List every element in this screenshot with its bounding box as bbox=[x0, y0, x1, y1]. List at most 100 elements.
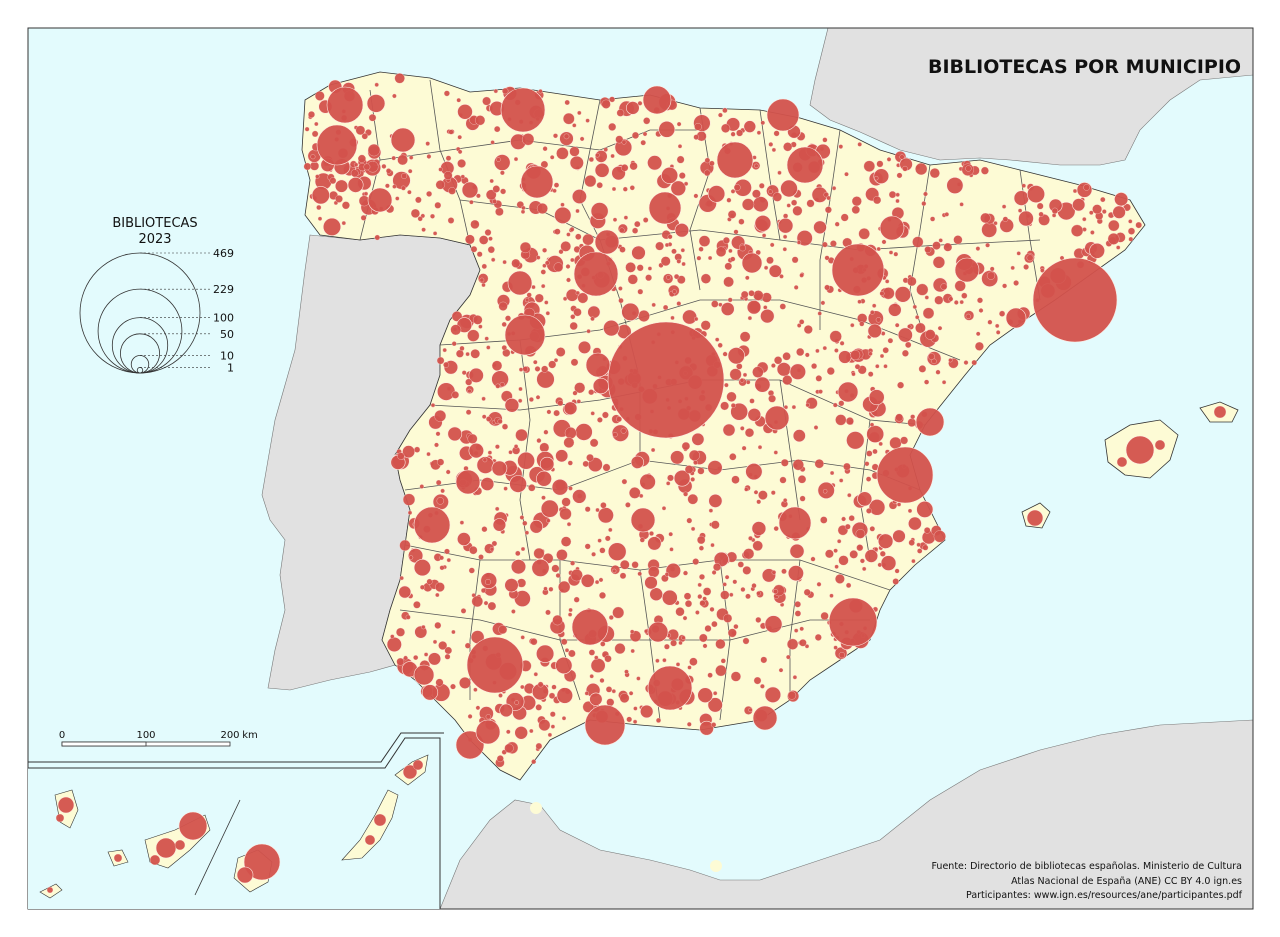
library-symbol bbox=[478, 324, 483, 329]
library-symbol bbox=[575, 208, 580, 214]
library-symbol bbox=[485, 416, 492, 422]
library-symbol bbox=[666, 275, 671, 280]
library-symbol bbox=[465, 378, 473, 386]
library-symbol bbox=[569, 155, 584, 170]
library-symbol bbox=[531, 759, 537, 765]
library-symbol bbox=[722, 107, 728, 114]
library-symbol bbox=[779, 476, 787, 484]
library-symbol bbox=[531, 558, 550, 577]
library-symbol-large bbox=[752, 705, 778, 731]
library-symbol bbox=[850, 323, 855, 328]
library-symbol bbox=[577, 292, 589, 304]
library-symbol bbox=[658, 120, 676, 138]
library-symbol bbox=[456, 97, 461, 103]
library-symbol bbox=[697, 582, 702, 588]
library-symbol bbox=[314, 91, 325, 101]
library-symbol bbox=[758, 490, 768, 500]
library-symbol bbox=[1002, 216, 1009, 222]
library-symbol bbox=[704, 625, 712, 632]
library-symbol bbox=[639, 473, 656, 491]
map-frame bbox=[27, 27, 1254, 910]
library-symbol bbox=[815, 348, 820, 354]
library-symbol bbox=[528, 484, 536, 492]
library-symbol bbox=[470, 219, 480, 229]
library-symbol-large bbox=[367, 187, 393, 213]
library-symbol bbox=[435, 592, 440, 598]
library-symbol bbox=[761, 233, 767, 238]
library-symbol bbox=[539, 442, 550, 453]
library-symbol bbox=[588, 389, 595, 396]
library-symbol bbox=[724, 262, 733, 271]
library-symbol bbox=[489, 178, 494, 184]
library-symbol-large bbox=[507, 270, 533, 296]
library-symbol bbox=[464, 642, 471, 649]
library-symbol bbox=[625, 101, 640, 115]
library-symbol bbox=[611, 186, 617, 192]
france-land bbox=[809, 28, 1253, 166]
library-symbol bbox=[901, 349, 909, 357]
library-symbol bbox=[1013, 280, 1019, 286]
library-symbol bbox=[1101, 209, 1107, 214]
library-symbol bbox=[552, 188, 557, 193]
library-symbol bbox=[837, 539, 842, 544]
library-symbol bbox=[999, 310, 1006, 317]
library-symbol bbox=[632, 719, 638, 724]
library-symbol bbox=[683, 570, 688, 576]
library-symbol bbox=[699, 633, 708, 643]
library-symbol bbox=[727, 297, 733, 303]
library-symbol bbox=[833, 548, 838, 553]
canary-islands-inset bbox=[28, 732, 444, 909]
library-symbol bbox=[772, 192, 782, 202]
library-symbol bbox=[786, 654, 791, 660]
library-symbol bbox=[870, 310, 875, 315]
library-symbol bbox=[874, 176, 879, 181]
library-symbol bbox=[426, 451, 431, 457]
library-symbol bbox=[607, 542, 627, 562]
library-symbol bbox=[787, 691, 797, 700]
library-symbol bbox=[360, 214, 367, 221]
library-symbol bbox=[498, 693, 503, 698]
library-symbol bbox=[738, 218, 745, 225]
library-symbol bbox=[633, 706, 638, 711]
library-symbol bbox=[873, 547, 879, 552]
library-symbol bbox=[806, 199, 815, 208]
library-symbol bbox=[522, 133, 535, 146]
library-symbol bbox=[971, 359, 977, 366]
library-symbol bbox=[530, 638, 538, 646]
library-symbol bbox=[491, 257, 496, 262]
library-symbol bbox=[468, 567, 475, 574]
library-symbol bbox=[630, 629, 635, 634]
library-symbol bbox=[1116, 245, 1121, 250]
library-symbol bbox=[599, 547, 606, 554]
library-symbol bbox=[690, 526, 696, 532]
library-symbol bbox=[838, 400, 845, 407]
library-symbol bbox=[504, 397, 520, 413]
library-symbol bbox=[730, 131, 736, 137]
library-symbol bbox=[751, 583, 757, 589]
library-symbol bbox=[682, 615, 688, 621]
library-symbol-large bbox=[466, 636, 524, 694]
library-symbol bbox=[399, 575, 404, 581]
library-symbol bbox=[1051, 207, 1059, 215]
library-symbol bbox=[908, 516, 922, 531]
legend: BIBLIOTECAS 2023 469 229 100 50 101 bbox=[79, 216, 234, 374]
library-symbol bbox=[954, 280, 966, 292]
library-symbol bbox=[584, 543, 591, 550]
library-symbol-large bbox=[178, 811, 208, 841]
library-symbol bbox=[545, 609, 551, 616]
library-symbol bbox=[571, 189, 587, 205]
library-symbol bbox=[726, 391, 737, 402]
library-symbol bbox=[483, 600, 489, 606]
library-symbol bbox=[568, 607, 573, 613]
library-symbol bbox=[486, 345, 491, 350]
library-symbol bbox=[569, 146, 580, 157]
library-symbol bbox=[1128, 219, 1133, 224]
library-symbol bbox=[355, 125, 366, 136]
library-symbol bbox=[589, 438, 599, 448]
library-symbol bbox=[335, 195, 343, 203]
library-symbol bbox=[588, 649, 596, 656]
africa-land bbox=[439, 719, 1253, 909]
library-symbol bbox=[425, 141, 430, 146]
library-symbol bbox=[600, 641, 606, 647]
library-symbol bbox=[353, 162, 359, 167]
